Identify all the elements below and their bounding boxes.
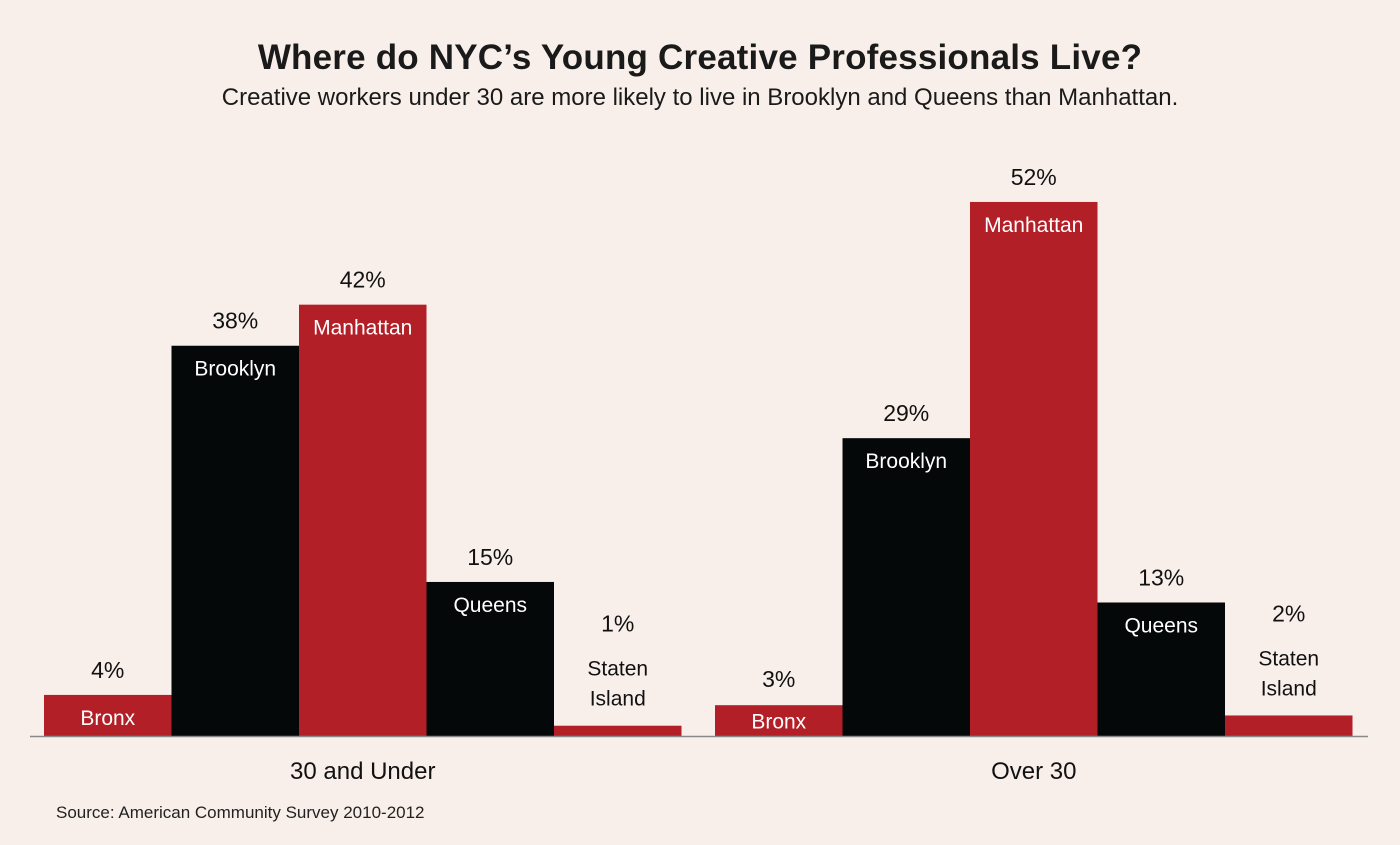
value-label-over-30-bronx: 3% bbox=[762, 666, 795, 692]
bar-30-and-under-manhattan bbox=[299, 304, 427, 736]
value-label-30-and-under-brooklyn: 38% bbox=[212, 308, 258, 334]
bar-over-30-manhattan bbox=[970, 201, 1098, 736]
bar-over-30-queens bbox=[1097, 602, 1225, 736]
bar-label-over-30-manhattan: Manhattan bbox=[984, 214, 1083, 237]
bar-label-over-30-staten-island-line-2: Island bbox=[1261, 677, 1317, 700]
group-label-over-30: Over 30 bbox=[991, 758, 1076, 785]
bar-over-30-brooklyn bbox=[842, 438, 970, 736]
value-label-30-and-under-queens: 15% bbox=[467, 544, 513, 570]
group-label-30-and-under: 30 and Under bbox=[290, 758, 435, 785]
bar-30-and-under-queens bbox=[426, 581, 554, 736]
bar-label-over-30-staten-island-line-1: Staten bbox=[1258, 647, 1319, 670]
bar-label-30-and-under-brooklyn: Brooklyn bbox=[194, 358, 276, 381]
chart-subtitle: Creative workers under 30 are more likel… bbox=[221, 84, 1179, 111]
bar-label-over-30-bronx: Bronx bbox=[751, 711, 806, 734]
bar-label-30-and-under-staten-island-line-1: Staten bbox=[587, 658, 648, 681]
bar-30-and-under-brooklyn bbox=[171, 345, 299, 736]
bar-label-30-and-under-bronx: Bronx bbox=[80, 707, 135, 730]
bar-label-30-and-under-manhattan: Manhattan bbox=[313, 317, 412, 340]
bar-label-30-and-under-queens: Queens bbox=[453, 594, 527, 617]
bar-label-over-30-queens: Queens bbox=[1124, 614, 1198, 637]
bar-over-30-bronx bbox=[715, 705, 843, 736]
chart-title: Where do NYC’s Young Creative Profession… bbox=[257, 38, 1143, 77]
bar-label-30-and-under-staten-island-line-2: Island bbox=[590, 688, 646, 711]
value-label-over-30-staten-island: 2% bbox=[1272, 600, 1305, 626]
value-label-30-and-under-bronx: 4% bbox=[91, 657, 124, 683]
value-label-over-30-manhattan: 52% bbox=[1011, 164, 1057, 190]
value-label-over-30-brooklyn: 29% bbox=[883, 400, 929, 426]
bar-label-over-30-brooklyn: Brooklyn bbox=[865, 450, 947, 473]
bar-30-and-under-bronx bbox=[44, 694, 172, 736]
value-label-30-and-under-staten-island: 1% bbox=[601, 611, 634, 637]
value-label-30-and-under-manhattan: 42% bbox=[340, 267, 386, 293]
bar-30-and-under-staten-island bbox=[554, 725, 682, 736]
bar-over-30-staten-island bbox=[1225, 715, 1353, 736]
source-note: Source: American Community Survey 2010-2… bbox=[56, 803, 425, 822]
value-label-over-30-queens: 13% bbox=[1138, 564, 1184, 590]
